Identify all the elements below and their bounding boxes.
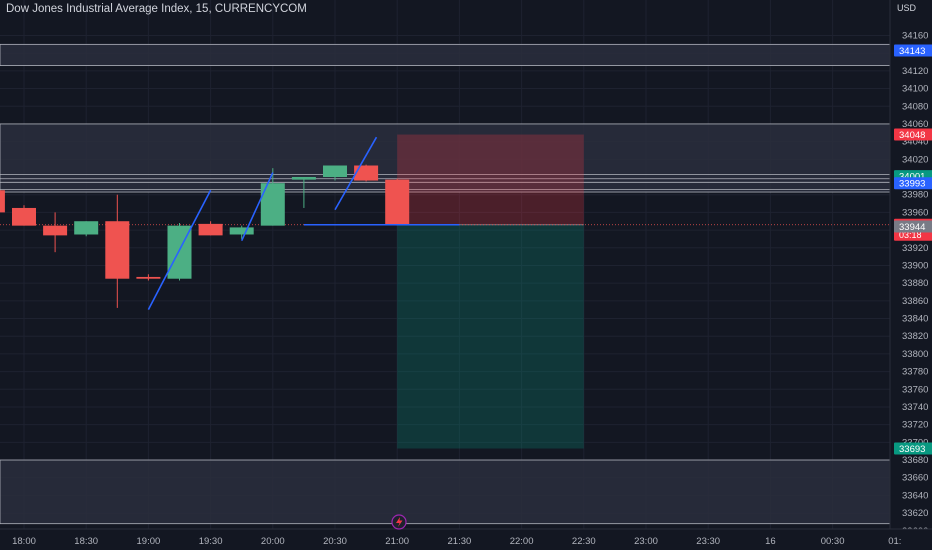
time-tick-label: 21:30 xyxy=(448,536,472,547)
time-axis: 18:00 18:30 19:00 19:30 20:00 20:30 21:00 21:30… xyxy=(0,528,932,550)
price-tick-label: 33820 xyxy=(902,331,928,342)
lightning-icon xyxy=(396,517,403,527)
candle-body xyxy=(0,190,5,213)
candle-body xyxy=(43,225,68,236)
support-resistance-zone xyxy=(0,123,891,193)
price-tick-label: 33620 xyxy=(902,508,928,519)
price-label-text: 33693 xyxy=(899,444,925,455)
time-axis-bg xyxy=(0,529,932,550)
price-tick-label: 33980 xyxy=(902,190,928,201)
take-profit-zone xyxy=(397,224,584,449)
price-tick-label: 34100 xyxy=(902,84,928,95)
price-tick-label: 33920 xyxy=(902,243,928,254)
price-label-countdown: 03:18 xyxy=(899,230,922,240)
time-tick-label: 21:00 xyxy=(385,536,409,547)
price-label-text: 34143 xyxy=(899,46,925,57)
trendline xyxy=(147,189,212,311)
support-resistance-zone xyxy=(0,459,891,525)
price-label-badge xyxy=(894,128,932,141)
time-tick-label: 16 xyxy=(765,536,776,547)
price-axis-bg xyxy=(890,0,932,550)
candle-body xyxy=(105,221,130,279)
price-tick-label: 33880 xyxy=(902,278,928,289)
stop-loss-zone xyxy=(397,134,584,225)
price-label-badge xyxy=(894,442,932,455)
time-tick-label: 00:30 xyxy=(821,536,845,547)
price-tick-label: 33640 xyxy=(902,490,928,501)
candle-body xyxy=(229,227,254,235)
candle-body xyxy=(198,223,223,236)
candle-body xyxy=(74,221,99,235)
price-label-text: 33993 xyxy=(899,179,925,190)
price-label-badge xyxy=(894,220,932,233)
time-tick-label: 19:30 xyxy=(199,536,223,547)
price-tick-label: 33740 xyxy=(902,402,928,413)
candle-body xyxy=(354,165,379,181)
candles xyxy=(0,164,410,308)
time-tick-label: 19:00 xyxy=(137,536,161,547)
price-tick-label: 34080 xyxy=(902,101,928,112)
symbol-title: Dow Jones Industrial Average Index, 15, … xyxy=(6,3,307,15)
trendline xyxy=(334,136,378,211)
price-label-text: 34001 xyxy=(899,172,925,183)
price-tick-label: 33660 xyxy=(902,473,928,484)
price-tick-label: 34020 xyxy=(902,154,928,165)
time-tick-label: 23:30 xyxy=(696,536,720,547)
support-resistance-zone xyxy=(0,43,891,66)
price-tick-label: 34060 xyxy=(902,119,928,130)
price-label-badge xyxy=(894,177,932,190)
time-tick-label: 22:00 xyxy=(510,536,534,547)
price-label-text: 33944 xyxy=(899,222,925,233)
price-tick-label: 34120 xyxy=(902,66,928,77)
price-tick-label: 33760 xyxy=(902,384,928,395)
price-tick-label: 33800 xyxy=(902,349,928,360)
candle-body xyxy=(136,276,161,279)
time-tick-label: 23:00 xyxy=(634,536,658,547)
trendline xyxy=(240,172,274,242)
price-tick-label: 33860 xyxy=(902,296,928,307)
time-tick-label: 18:30 xyxy=(74,536,98,547)
price-axis: 3416034140341203410034080340603404034020… xyxy=(889,0,932,550)
price-tick-label: 33900 xyxy=(902,260,928,271)
candle-body xyxy=(12,207,36,226)
currency-label: USD xyxy=(896,3,916,13)
price-tick-label: 33680 xyxy=(902,455,928,466)
price-tick-label: 34040 xyxy=(902,137,928,148)
price-tick-label: 33960 xyxy=(902,207,928,218)
price-label-badge xyxy=(894,44,932,57)
price-tick-label: 33720 xyxy=(902,420,928,431)
time-tick-label: 01: xyxy=(888,536,901,547)
time-tick-label: 20:30 xyxy=(323,536,347,547)
time-tick-label: 22:30 xyxy=(572,536,596,547)
price-tick-label: 33840 xyxy=(902,314,928,325)
event-marker-icon[interactable] xyxy=(391,514,407,530)
price-tick-label: 33780 xyxy=(902,367,928,378)
candle-body xyxy=(291,177,316,180)
price-label-text: 34048 xyxy=(899,130,925,141)
candle-body xyxy=(385,179,410,225)
candle-body xyxy=(323,165,347,178)
time-tick-label: 18:00 xyxy=(12,536,36,547)
price-tick-label: 34160 xyxy=(902,30,928,41)
time-tick-label: 20:00 xyxy=(261,536,285,547)
